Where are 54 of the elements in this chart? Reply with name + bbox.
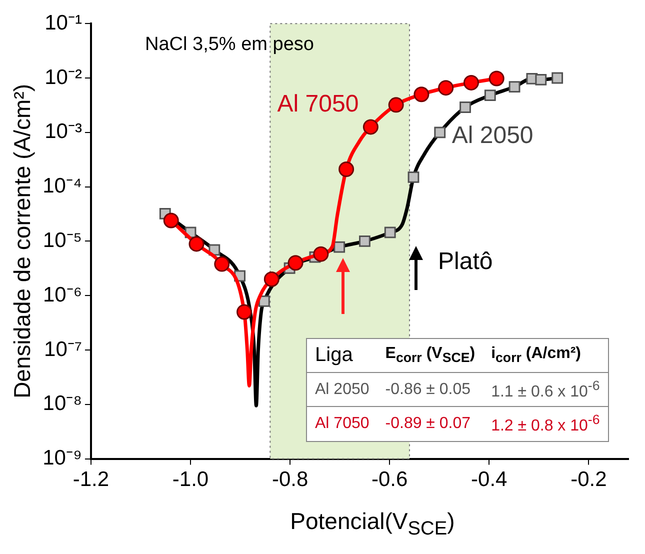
point [388,97,404,113]
annotation: i$_{corr}$ (A/cm²) [490,344,582,368]
annotation: -0.86 ± 0.05 [384,380,472,400]
annotation: Al 7050 [314,414,370,434]
x-tick-label: -0.6 [372,468,408,492]
point [552,72,564,84]
series-label: Al 7050 [277,90,359,118]
annotation: Liga [314,343,354,368]
point [359,236,370,247]
y-tick-label: 10⁻⁸ [42,392,82,416]
point [438,80,454,96]
annotation: NaCl 3,5% em peso [145,34,314,56]
y-tick-label: 10⁻⁹ [42,446,82,470]
point [384,226,396,238]
x-tick-label: -0.2 [570,468,607,492]
annotation: 1.1 ± 0.6 x 10$^{-6}$ [490,377,601,402]
x-tick-label: -1.2 [72,468,110,492]
point [434,126,446,138]
point [188,236,204,252]
y-tick-label: 10⁻³ [44,120,82,144]
point [338,162,354,178]
point [414,86,430,102]
point [408,172,420,183]
annotation: Al 2050 [314,380,370,400]
point [463,74,479,90]
annotation: E$_{corr}$ (V$_{SCE}$) [384,344,476,368]
point [264,271,280,287]
y-tick-label: 10⁻² [44,66,82,89]
y-tick-label: 10⁻⁷ [44,338,82,361]
y-tick-label: 10⁻¹ [44,11,82,34]
annotation: 1.2 ± 0.8 x 10$^{-6}$ [490,411,601,437]
y-tick-label: 10⁻⁶ [42,283,82,306]
point [236,304,252,320]
series-label: Al 2050 [452,122,534,150]
point [214,256,230,272]
y-tick-label: 10⁻⁵ [42,228,82,252]
annotation: Platô [438,248,493,276]
point [460,102,471,113]
point [313,246,329,262]
x-axis-title: Potencial(V$_{SCE}$) [289,508,456,541]
point [163,212,179,228]
point [508,81,520,92]
point [362,119,378,135]
point [288,255,304,271]
x-tick-label: -0.8 [272,468,308,492]
x-tick-label: -0.4 [471,468,508,492]
x-tick-label: -1.0 [172,468,209,492]
y-axis-title: Densidade de corrente (A/cm²) [9,84,36,398]
point [488,70,504,86]
y-tick-label: 10⁻⁴ [42,174,82,198]
point [334,241,346,253]
point [484,90,496,102]
annotation: -0.89 ± 0.07 [384,414,472,434]
point [535,74,547,86]
